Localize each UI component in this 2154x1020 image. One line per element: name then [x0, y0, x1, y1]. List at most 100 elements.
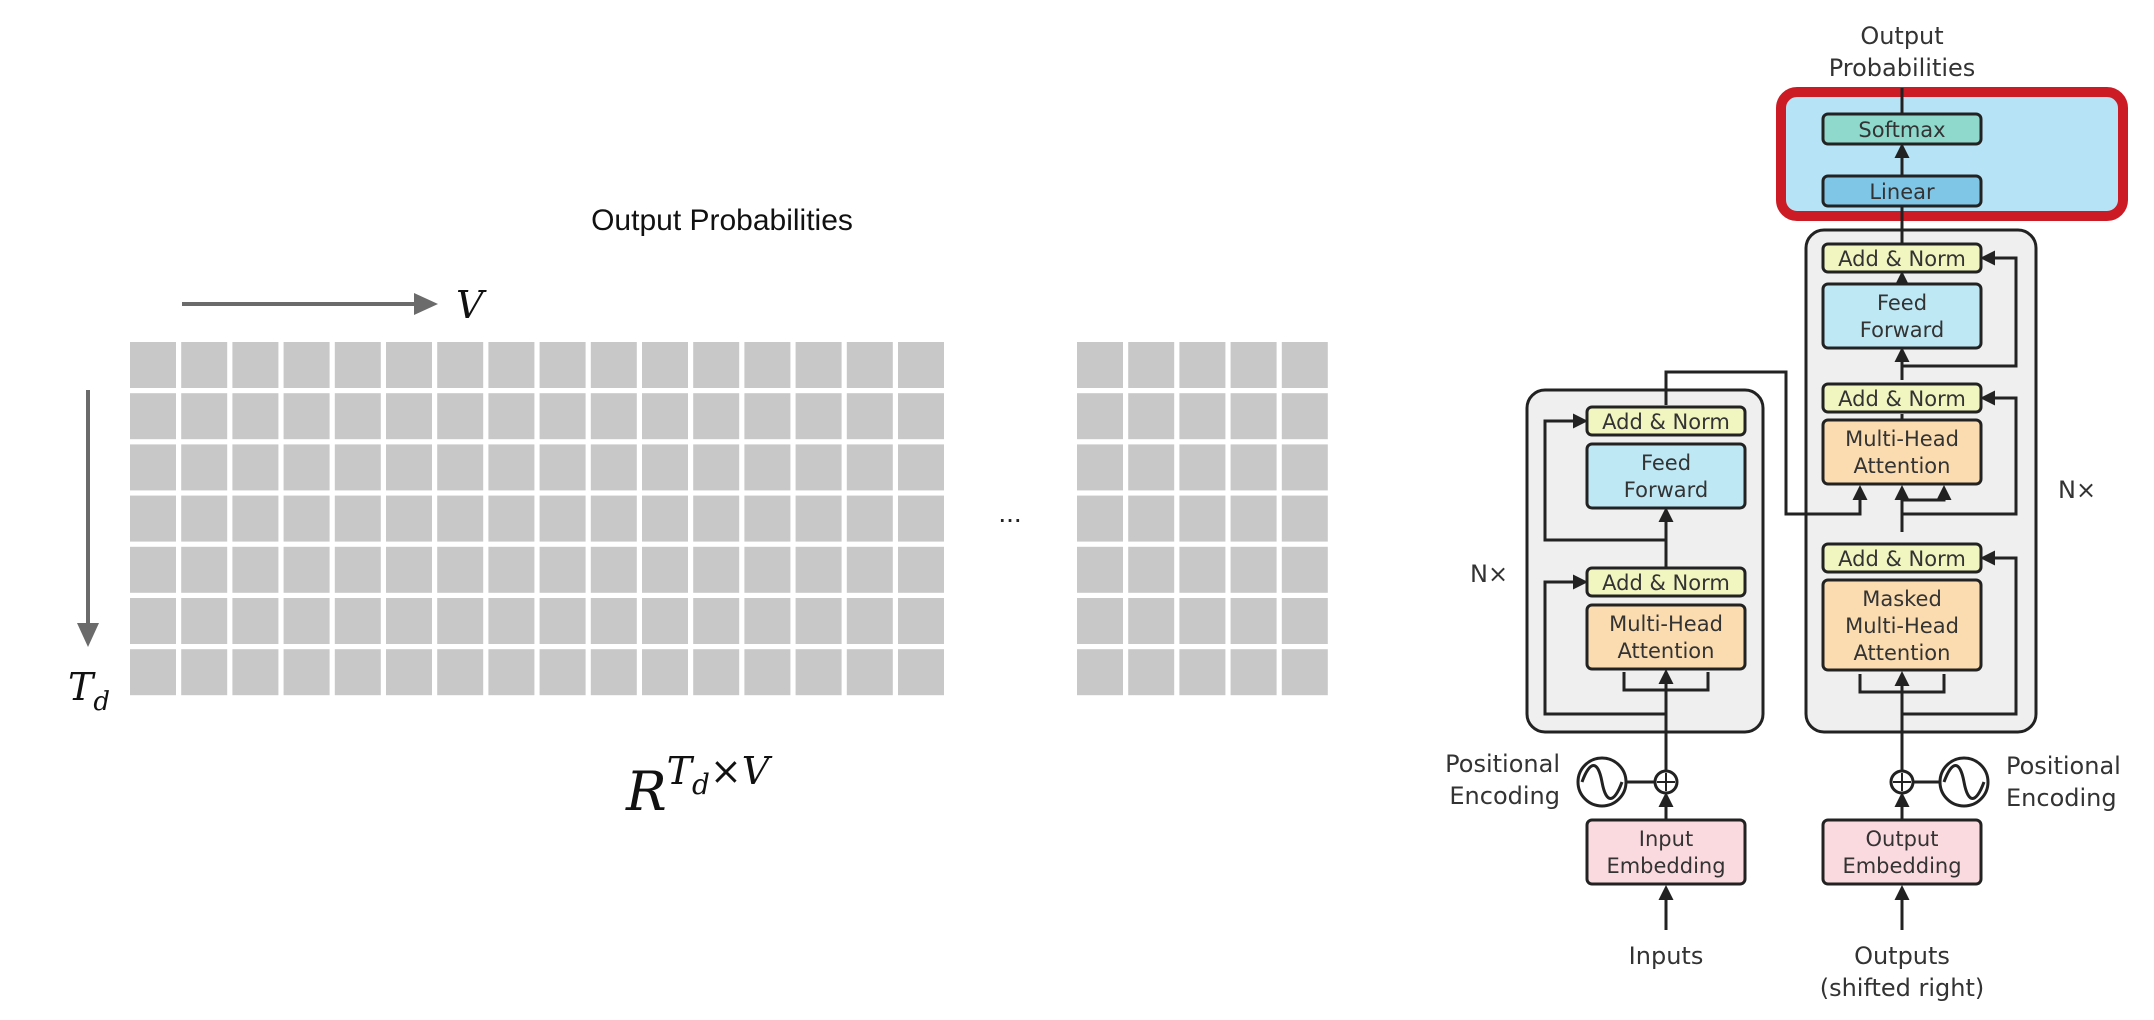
matrix-right-cell	[1179, 546, 1226, 593]
matrix-left-cell	[181, 598, 228, 644]
matrix-right-cell	[1281, 393, 1328, 440]
linear-label: Linear	[1869, 180, 1935, 204]
matrix-left-cell	[642, 546, 688, 593]
input-embedding-label-1: Input	[1639, 827, 1693, 851]
matrix-left-cell	[232, 393, 279, 440]
decoder-ff-label-2: Forward	[1860, 318, 1944, 342]
matrix-left-cell	[846, 393, 893, 440]
softmax-label: Softmax	[1858, 118, 1945, 142]
matrix-left-cell	[590, 598, 637, 644]
decoder-multi-head-attention	[1821, 418, 1983, 486]
matrix-left-cell	[334, 444, 381, 491]
matrix-grid-left	[130, 342, 944, 696]
matrix-left-cell	[232, 598, 279, 644]
matrix-left-cell	[130, 649, 176, 696]
matrix-left-cell	[181, 393, 228, 440]
matrix-left-cell	[898, 649, 944, 696]
matrix-left-cell	[488, 342, 535, 388]
vocab-axis-label: V	[456, 283, 487, 327]
encoder-ff-residual	[1543, 413, 1666, 542]
matrix-left-cell	[437, 444, 484, 491]
matrix-left-cell	[130, 598, 176, 644]
matrix-right-cell	[1230, 649, 1277, 696]
decoder-add-norm-middle-label: Add & Norm	[1838, 387, 1966, 411]
encoder-add-norm-top-label: Add & Norm	[1602, 410, 1730, 434]
matrix-left-cell	[437, 495, 484, 542]
matrix-left-cell	[590, 393, 637, 440]
matrix-right-cell	[1128, 598, 1175, 644]
decoder-masked-label-3: Attention	[1854, 641, 1951, 665]
matrix-left-cell	[488, 444, 535, 491]
encoder-ff-label-2: Forward	[1624, 478, 1708, 502]
matrix-right-cell	[1179, 342, 1226, 388]
matrix-right-cell	[1077, 342, 1123, 388]
decoder-add-norm-bottom-label: Add & Norm	[1838, 547, 1966, 571]
matrix-left-cell	[283, 393, 330, 440]
matrix-left-cell	[693, 649, 740, 696]
matrix-left-cell	[846, 598, 893, 644]
matrix-right-cell	[1179, 393, 1226, 440]
matrix-left-cell	[386, 444, 432, 491]
matrix-left-cell	[744, 546, 791, 593]
matrix-left-cell	[488, 393, 535, 440]
matrix-left-cell	[744, 649, 791, 696]
matrix-right-cell	[1281, 444, 1328, 491]
matrix-title: Output Probabilities	[591, 204, 853, 237]
matrix-left-cell	[232, 649, 279, 696]
time-axis-label: Td	[68, 665, 110, 717]
outputs-label-2: (shifted right)	[1820, 974, 1985, 1002]
matrix-left-cell	[898, 546, 944, 593]
matrix-left-cell	[539, 546, 586, 593]
matrix-left-cell	[693, 342, 740, 388]
matrix-left-cell	[488, 495, 535, 542]
matrix-right-cell	[1128, 546, 1175, 593]
matrix-left-cell	[181, 546, 228, 593]
decoder-masked-attention	[1821, 578, 1983, 672]
matrix-left-cell	[437, 598, 484, 644]
matrix-left-cell	[334, 342, 381, 388]
matrix-right-cell	[1179, 649, 1226, 696]
decoder-add-norm-top-label: Add & Norm	[1838, 247, 1966, 271]
matrix-left-cell	[693, 598, 740, 644]
output-embedding	[1821, 818, 1983, 886]
matrix-left-cell	[386, 598, 432, 644]
matrix-left-cell	[232, 444, 279, 491]
matrix-left-cell	[130, 546, 176, 593]
matrix-left-cell	[590, 342, 637, 388]
matrix-left-cell	[846, 546, 893, 593]
matrix-left-cell	[898, 495, 944, 542]
decoder-ff-label-1: Feed	[1877, 291, 1927, 315]
matrix-left-cell	[488, 546, 535, 593]
matrix-left-cell	[898, 598, 944, 644]
decoder-mha-label-2: Attention	[1854, 454, 1951, 478]
matrix-right-cell	[1179, 444, 1226, 491]
matrix-right-cell	[1281, 649, 1328, 696]
matrix-left-cell	[898, 342, 944, 388]
matrix-left-cell	[283, 342, 330, 388]
encoder-pe-label-1: Positional	[1445, 750, 1560, 778]
matrix-left-cell	[642, 649, 688, 696]
matrix-left-cell	[693, 495, 740, 542]
matrix-right-cell	[1179, 598, 1226, 644]
decoder-pe-label-1: Positional	[2006, 752, 2121, 780]
matrix-left-cell	[437, 546, 484, 593]
matrix-left-cell	[590, 495, 637, 542]
vocab-axis-arrowhead	[414, 293, 438, 315]
matrix-left-cell	[181, 649, 228, 696]
matrix-right-cell	[1230, 495, 1277, 542]
matrix-left-cell	[283, 546, 330, 593]
matrix-right-cell	[1077, 546, 1123, 593]
matrix-left-cell	[898, 444, 944, 491]
matrix-left-cell	[539, 393, 586, 440]
matrix-left-cell	[744, 342, 791, 388]
matrix-right-cell	[1077, 444, 1123, 491]
matrix-left-cell	[334, 495, 381, 542]
matrix-left-cell	[130, 495, 176, 542]
matrix-ellipsis: ...	[998, 497, 1021, 528]
matrix-right-cell	[1230, 342, 1277, 388]
matrix-left-cell	[693, 444, 740, 491]
matrix-right-cell	[1077, 649, 1123, 696]
matrix-left-cell	[334, 649, 381, 696]
matrix-left-cell	[283, 598, 330, 644]
decoder-nx-label: N×	[2058, 476, 2096, 504]
